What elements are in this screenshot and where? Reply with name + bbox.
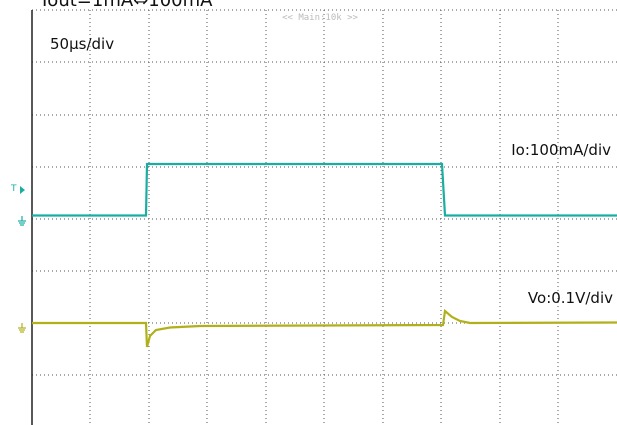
voltage-trace <box>32 308 617 348</box>
timebase-label: 50µs/div <box>50 35 114 53</box>
voltage-ground-marker <box>18 323 26 333</box>
current-trace <box>32 162 617 217</box>
trigger-marker: T <box>10 184 17 194</box>
grid <box>32 9 617 425</box>
current-label: Io:100mA/div <box>511 141 611 159</box>
title: Iout=1mA⇔100mA <box>42 0 213 11</box>
trigger-arrow <box>20 186 25 194</box>
voltage-label: Vo:0.1V/div <box>528 289 613 307</box>
current-ground-marker <box>18 216 26 226</box>
acquisition-mode: << Main:10k >> <box>282 13 358 23</box>
